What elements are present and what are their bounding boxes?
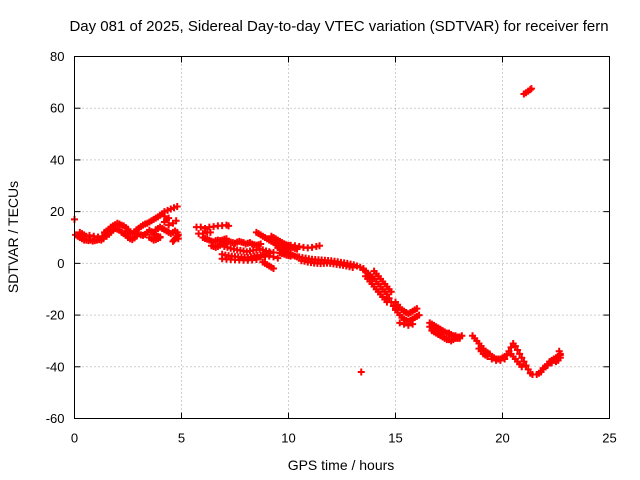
x-tick-label: 5 bbox=[178, 431, 185, 446]
data-point bbox=[316, 242, 324, 250]
data-point bbox=[165, 214, 173, 222]
data-point bbox=[206, 228, 214, 236]
y-tick-label: -60 bbox=[46, 411, 65, 426]
data-points bbox=[71, 85, 564, 379]
data-point bbox=[396, 319, 404, 327]
data-point bbox=[518, 354, 526, 362]
data-point bbox=[274, 254, 282, 262]
data-point bbox=[160, 212, 168, 220]
data-point bbox=[503, 351, 511, 359]
data-point bbox=[516, 350, 524, 358]
data-point bbox=[413, 305, 421, 313]
data-point bbox=[270, 253, 278, 261]
data-point bbox=[172, 217, 180, 225]
data-point bbox=[513, 346, 521, 354]
data-point bbox=[527, 85, 535, 93]
data-point bbox=[173, 202, 181, 210]
x-tick-label: 25 bbox=[602, 431, 616, 446]
axis-ticks: 0 5 10 15 20 25 -60 -40 -20 0 20 40 60 80 bbox=[46, 49, 617, 446]
data-point bbox=[507, 343, 515, 351]
y-tick-label: -20 bbox=[46, 308, 65, 323]
data-point bbox=[496, 356, 504, 364]
data-point bbox=[415, 311, 423, 319]
x-tick-label: 15 bbox=[388, 431, 402, 446]
plot-frame bbox=[74, 56, 610, 419]
data-point bbox=[385, 294, 393, 302]
data-point bbox=[225, 222, 233, 230]
data-point bbox=[404, 321, 412, 329]
data-point bbox=[543, 361, 551, 369]
y-tick-label: 20 bbox=[50, 204, 64, 219]
data-point bbox=[257, 240, 265, 248]
y-tick-label: 0 bbox=[57, 256, 64, 271]
data-point bbox=[349, 263, 357, 271]
y-tick-label: 60 bbox=[50, 101, 64, 116]
data-point bbox=[400, 320, 408, 328]
data-point bbox=[201, 224, 209, 232]
data-point bbox=[174, 235, 182, 243]
data-point bbox=[287, 252, 295, 260]
data-point bbox=[439, 329, 447, 337]
y-tick-label: 80 bbox=[50, 49, 64, 64]
y-axis-label: SDTVAR / TECUs bbox=[5, 181, 21, 293]
grid bbox=[74, 56, 610, 419]
data-point bbox=[270, 265, 278, 273]
x-tick-label: 10 bbox=[281, 431, 295, 446]
data-point bbox=[501, 355, 509, 363]
data-point bbox=[524, 365, 532, 373]
data-point bbox=[520, 358, 528, 366]
y-tick-label: -40 bbox=[46, 359, 65, 374]
data-point bbox=[488, 355, 496, 363]
data-point bbox=[156, 233, 164, 241]
x-tick-label: 0 bbox=[71, 431, 78, 446]
chart-title: Day 081 of 2025, Sidereal Day-to-day VTE… bbox=[69, 18, 608, 35]
data-point bbox=[526, 86, 534, 94]
y-tick-label: 40 bbox=[50, 152, 64, 167]
x-tick-label: 20 bbox=[495, 431, 509, 446]
data-point bbox=[197, 223, 205, 231]
data-point bbox=[456, 334, 464, 342]
data-point bbox=[539, 364, 547, 372]
data-point bbox=[511, 342, 519, 350]
data-point bbox=[556, 350, 564, 358]
data-point bbox=[165, 221, 173, 229]
x-axis-label: GPS time / hours bbox=[288, 457, 395, 473]
data-point bbox=[548, 359, 556, 367]
data-point bbox=[387, 288, 395, 296]
data-point bbox=[169, 228, 177, 236]
data-point bbox=[518, 363, 526, 371]
data-point bbox=[522, 361, 530, 369]
data-point bbox=[357, 368, 365, 376]
data-point bbox=[484, 352, 492, 360]
data-point bbox=[409, 320, 417, 328]
data-point bbox=[383, 290, 391, 298]
data-point bbox=[383, 298, 391, 306]
